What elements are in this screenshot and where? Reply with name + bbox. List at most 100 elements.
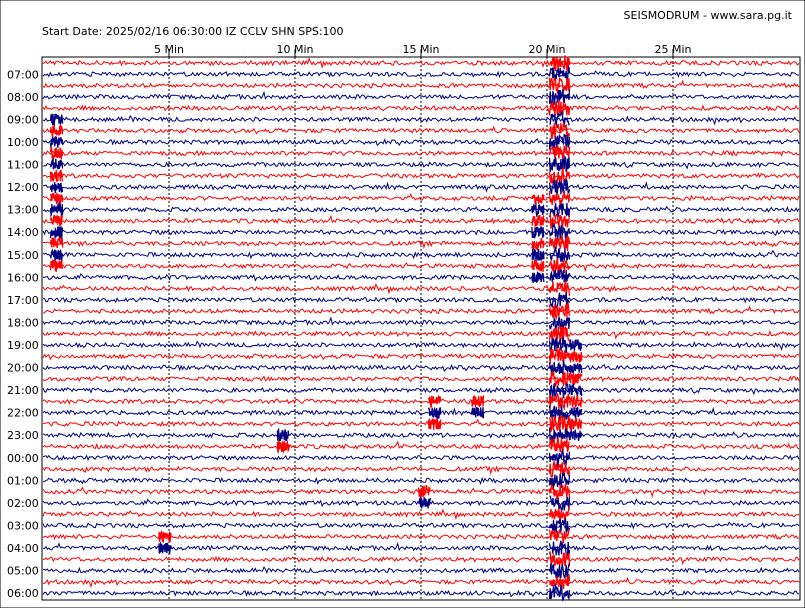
trace-line <box>42 181 800 193</box>
y-tick-label: 06:00 <box>7 587 39 600</box>
y-tick-label: 17:00 <box>7 294 39 307</box>
event-mark <box>548 190 571 205</box>
x-axis-ticks: 5 Min 10 Min 15 Min 20 Min 25 Min <box>154 43 692 57</box>
event-mark <box>49 226 64 241</box>
trace-line <box>42 589 800 598</box>
event-mark <box>49 201 64 218</box>
event-mark <box>531 194 545 205</box>
event-mark <box>531 271 545 283</box>
trace-line <box>42 114 800 126</box>
y-axis-labels: 07:00 08:00 09:00 10:00 11:00 12:00 13:00 14:00… <box>7 68 39 600</box>
y-tick-label: 01:00 <box>7 474 39 487</box>
event-mark <box>569 417 583 430</box>
event-mark <box>548 292 571 310</box>
trace-line <box>42 138 800 147</box>
trace-line <box>42 205 800 214</box>
event-mark <box>548 517 571 533</box>
y-tick-label: 08:00 <box>7 91 39 104</box>
event-mark <box>569 350 583 364</box>
trace-line <box>42 386 800 396</box>
y-tick-label: 23:00 <box>7 429 39 442</box>
event-mark <box>427 407 442 420</box>
event-mark <box>569 394 583 408</box>
trace-line <box>42 172 800 179</box>
event-mark <box>158 529 172 543</box>
trace-line <box>42 406 800 419</box>
event-mark <box>548 325 571 342</box>
y-tick-label: 13:00 <box>7 204 39 217</box>
event-mark <box>569 363 583 375</box>
event-mark <box>427 395 442 409</box>
y-tick-label: 22:00 <box>7 407 39 420</box>
trace-line <box>42 70 799 79</box>
event-mark <box>549 110 570 127</box>
event-mark <box>548 77 571 95</box>
trace-line <box>42 305 800 315</box>
y-tick-label: 21:00 <box>7 384 39 397</box>
event-mark <box>276 440 290 454</box>
y-tick-label: 00:00 <box>7 452 39 465</box>
trace-line <box>42 57 800 70</box>
event-mark <box>548 562 571 579</box>
trace-line <box>42 454 800 462</box>
trace-line <box>42 418 800 428</box>
event-mark <box>531 259 545 272</box>
trace-line <box>42 555 800 566</box>
event-mark <box>548 437 570 454</box>
event-mark <box>548 145 571 162</box>
event-mark <box>548 222 571 240</box>
event-mark <box>569 383 583 397</box>
event-mark <box>548 472 571 490</box>
trace-line <box>42 431 800 439</box>
trace-line <box>42 239 800 250</box>
event-mark <box>531 248 545 261</box>
event-mark <box>531 202 545 218</box>
event-mark <box>548 506 570 523</box>
event-mark <box>49 123 64 137</box>
event-mark <box>548 202 571 218</box>
trace-line <box>42 340 800 352</box>
event-mark <box>49 191 64 205</box>
trace-line <box>42 192 800 202</box>
event-mark <box>569 428 583 442</box>
event-mark <box>548 427 571 443</box>
y-tick-label: 03:00 <box>7 519 39 532</box>
trace-line <box>42 465 800 475</box>
event-mark <box>548 459 571 478</box>
event-mark <box>549 55 571 72</box>
trace-line <box>42 330 800 340</box>
y-tick-label: 05:00 <box>7 565 39 578</box>
y-tick-label: 15:00 <box>7 249 39 262</box>
trace-line <box>42 283 800 295</box>
event-mark <box>548 66 571 82</box>
event-mark <box>548 369 571 387</box>
event-mark <box>49 146 64 161</box>
trace-line <box>42 508 800 521</box>
y-tick-label: 12:00 <box>7 181 39 194</box>
y-tick-label: 11:00 <box>7 159 39 172</box>
event-mark <box>158 542 172 555</box>
trace-line <box>42 228 800 237</box>
trace-line <box>42 90 800 101</box>
event-mark <box>49 113 64 127</box>
event-mark <box>548 392 571 411</box>
event-mark <box>548 235 571 252</box>
trace-line <box>42 440 800 450</box>
trace-line <box>42 272 800 282</box>
trace-line <box>42 149 800 158</box>
event-mark <box>427 418 442 431</box>
trace-line <box>42 521 800 530</box>
event-mark <box>49 169 64 183</box>
trace-line <box>42 262 800 273</box>
y-tick-label: 20:00 <box>7 362 39 375</box>
event-mark <box>470 406 485 419</box>
event-mark <box>548 121 571 140</box>
trace-line <box>42 476 800 486</box>
trace-line <box>42 398 800 406</box>
trace-line <box>42 104 800 115</box>
event-mark <box>548 528 570 544</box>
event-mark <box>470 394 485 408</box>
